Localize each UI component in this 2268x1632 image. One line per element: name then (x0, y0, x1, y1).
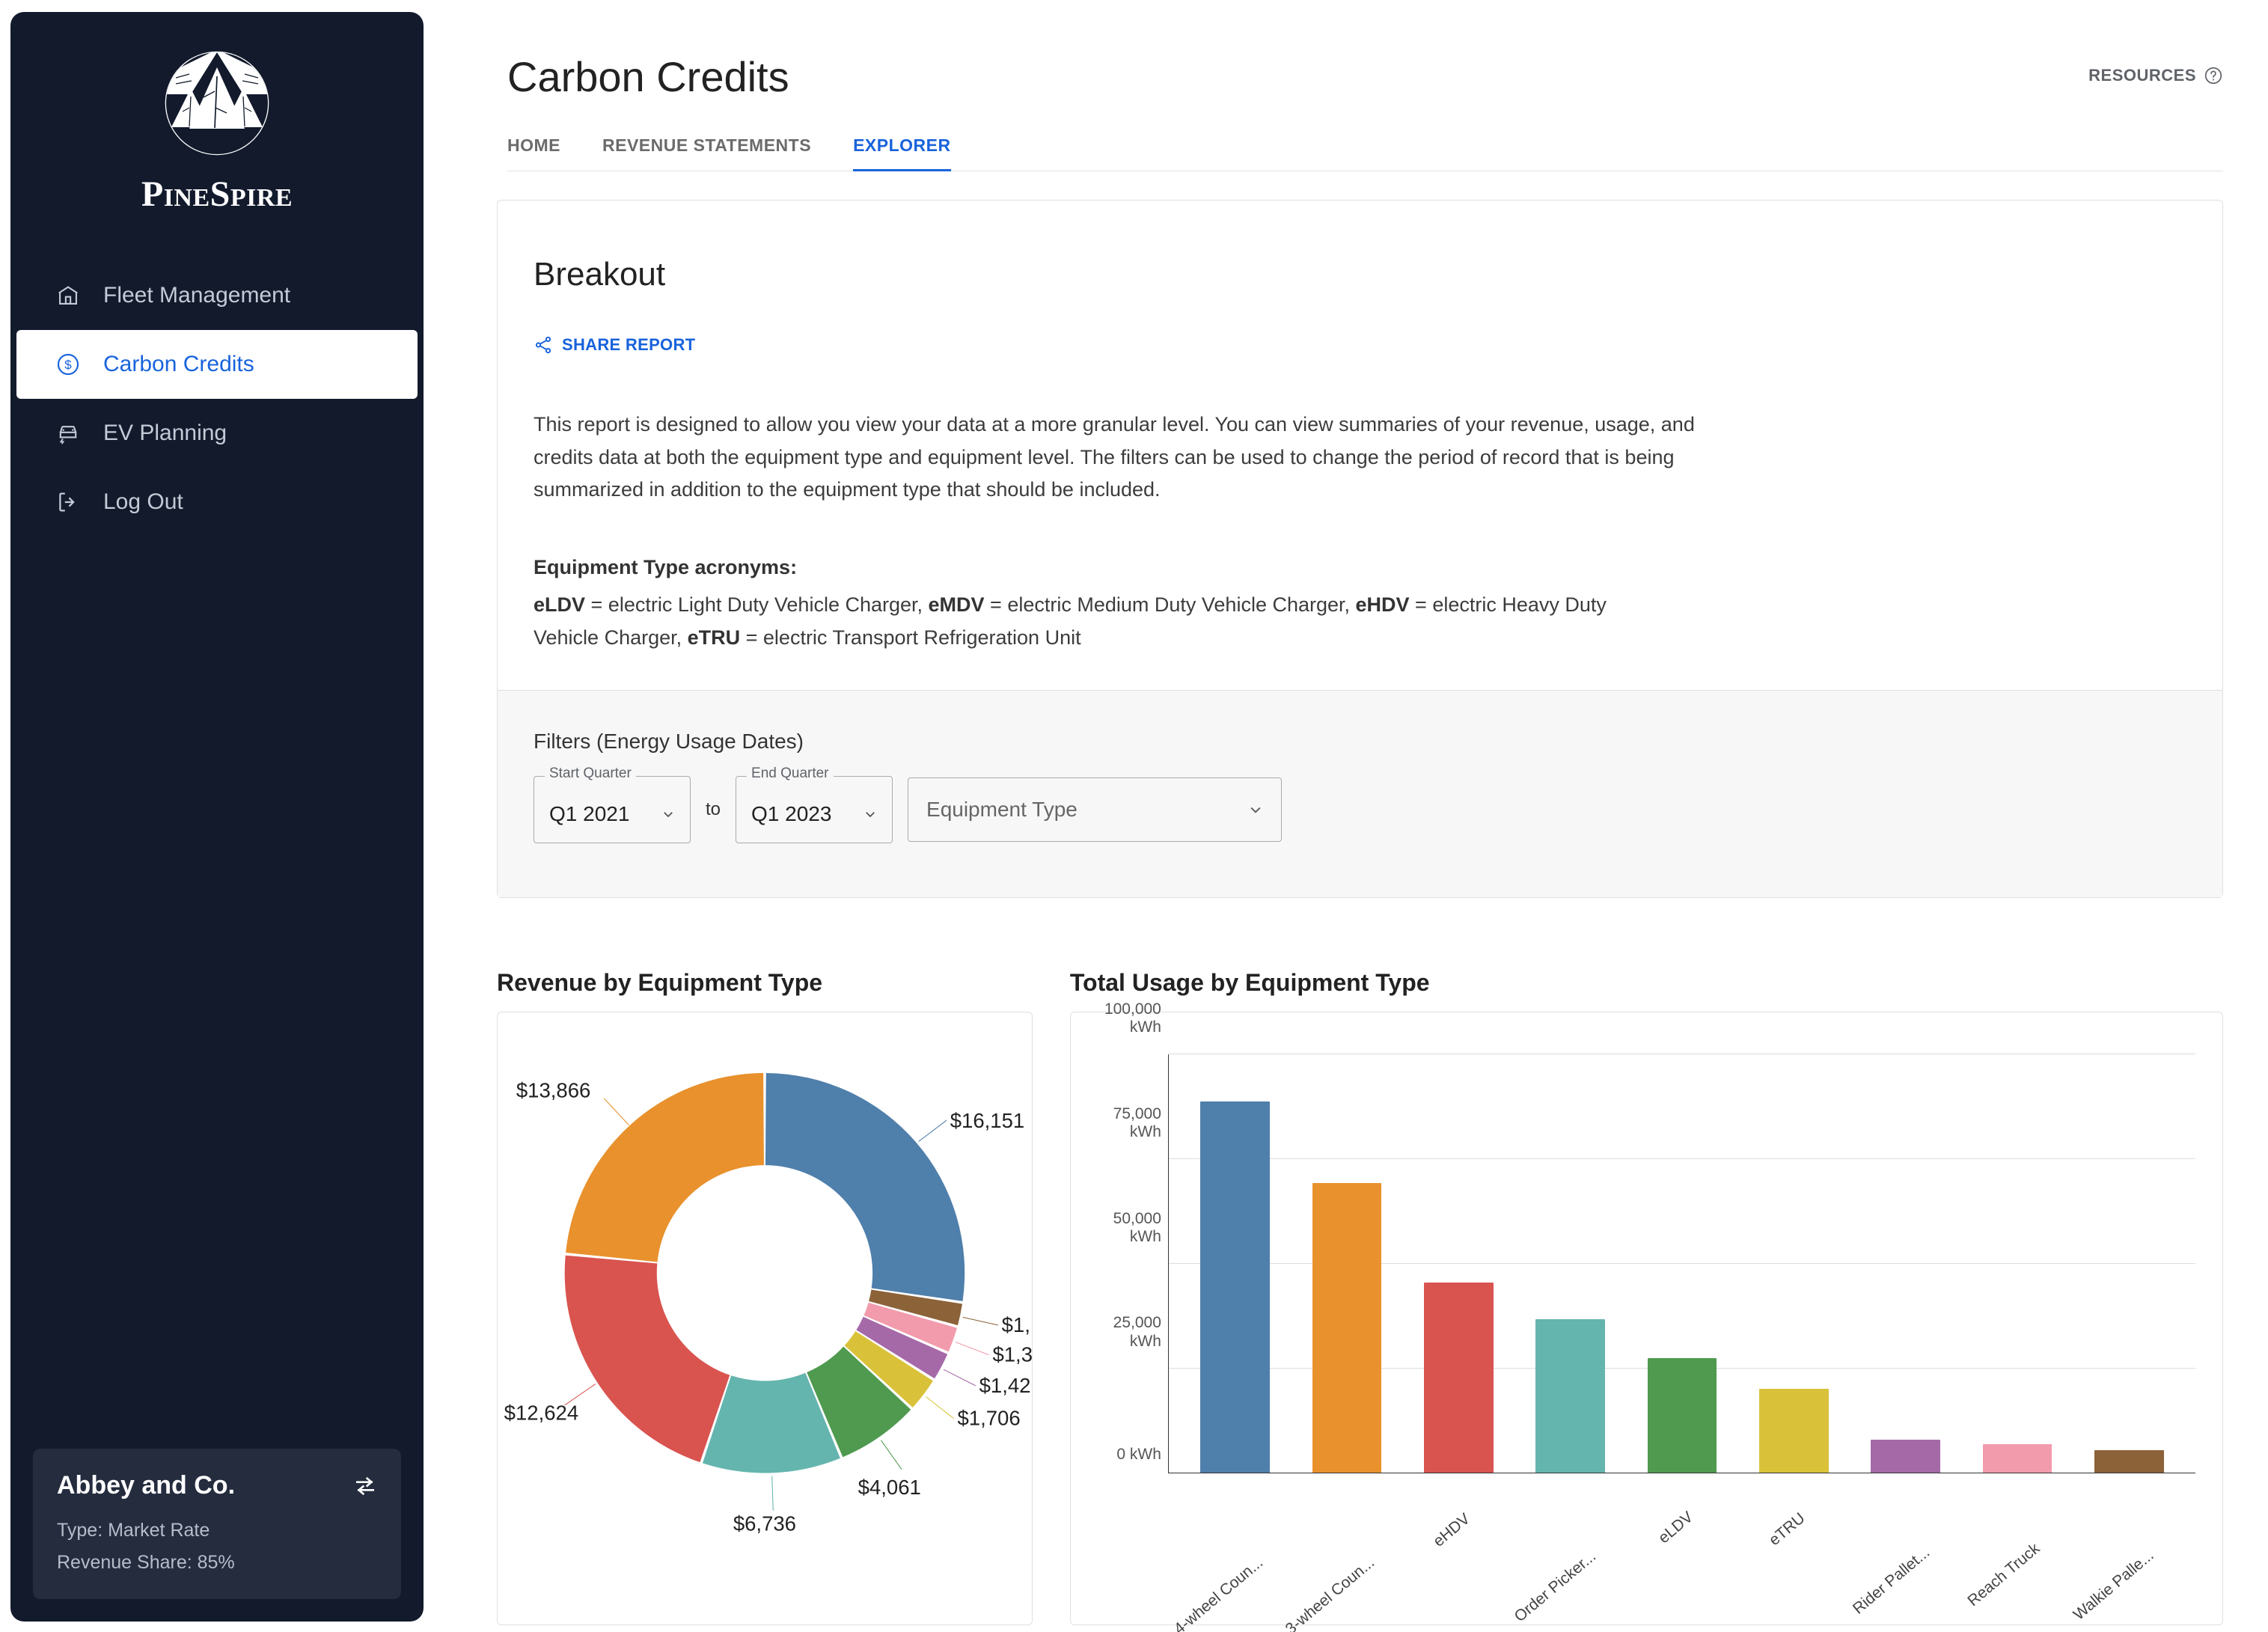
svg-text:$1,426: $1,426 (979, 1374, 1032, 1397)
svg-text:$13,866: $13,866 (516, 1079, 590, 1102)
svg-text:$1,159: $1,159 (1002, 1313, 1032, 1336)
svg-text:$6,736: $6,736 (733, 1512, 796, 1535)
svg-text:$: $ (64, 358, 72, 372)
svg-text:$12,624: $12,624 (504, 1402, 578, 1425)
svg-text:$16,151: $16,151 (950, 1109, 1024, 1132)
svg-text:$4,061: $4,061 (858, 1476, 921, 1499)
svg-text:$1,706: $1,706 (957, 1407, 1020, 1430)
svg-text:$1,313: $1,313 (992, 1343, 1031, 1366)
